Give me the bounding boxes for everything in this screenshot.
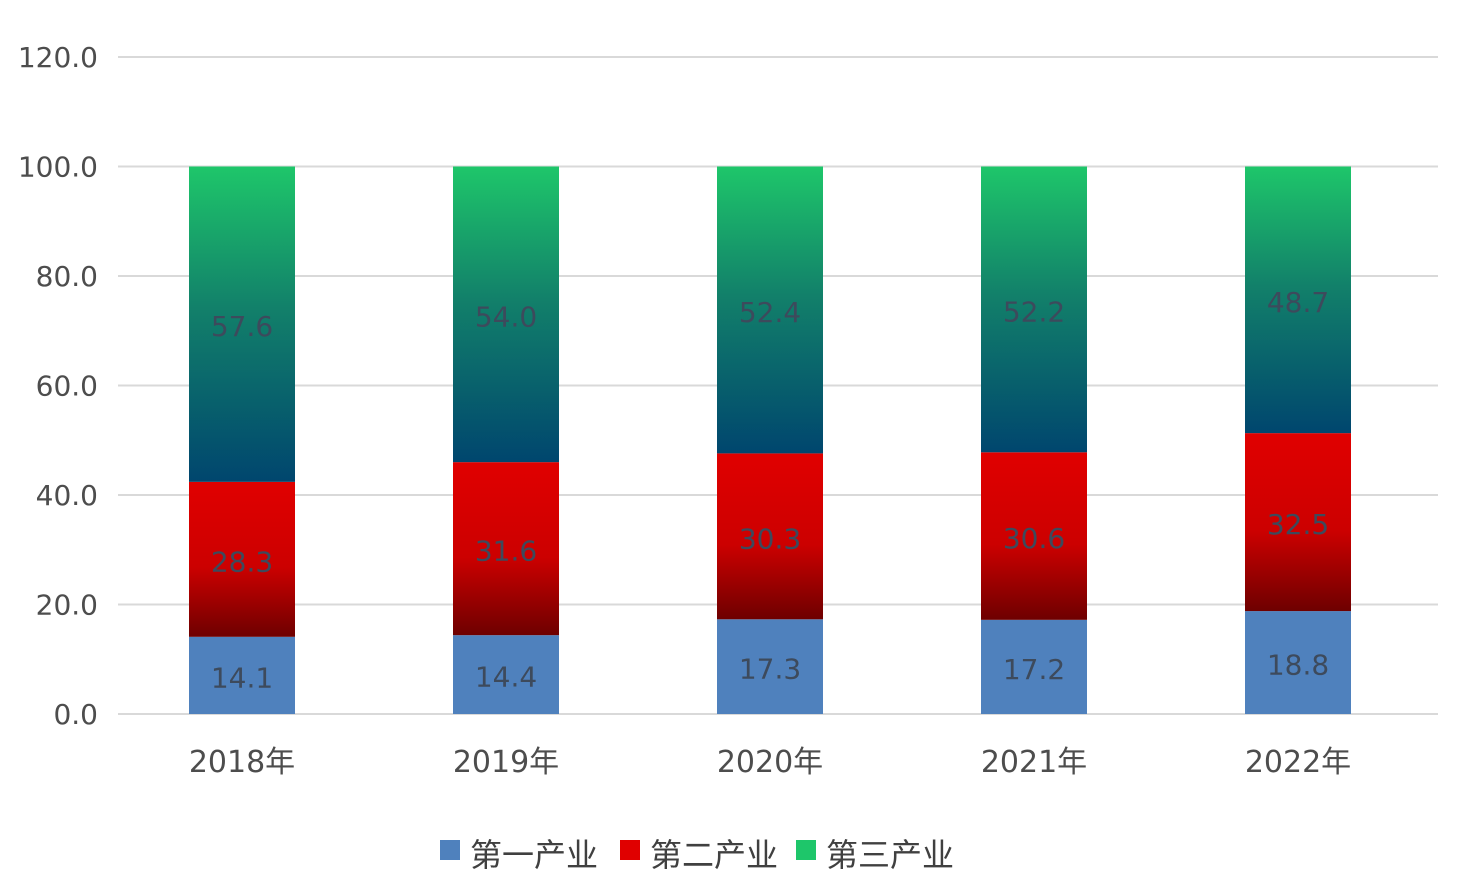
bar-segment: [717, 453, 823, 620]
y-tick-label: 100.0: [18, 151, 98, 184]
x-tick-label: 2022年: [1245, 745, 1351, 780]
data-label: 32.5: [1267, 508, 1329, 541]
data-label: 54.0: [475, 300, 537, 333]
y-tick-label: 80.0: [36, 260, 98, 293]
bar-segment: [1245, 611, 1351, 714]
legend-swatch: [796, 840, 816, 860]
bar-segment: [189, 636, 295, 714]
bar-segment: [1245, 433, 1351, 612]
bar-segment: [453, 166, 559, 463]
x-tick-label: 2020年: [717, 745, 823, 780]
data-label: 14.1: [211, 661, 273, 694]
data-label: 17.2: [1003, 653, 1065, 686]
y-tick-label: 60.0: [36, 370, 98, 403]
y-tick-label: 40.0: [36, 479, 98, 512]
bar-segment: [189, 481, 295, 637]
data-label: 57.6: [211, 310, 273, 343]
bar-segment: [1245, 166, 1351, 434]
y-tick-label: 120.0: [18, 41, 98, 74]
bar-segment: [981, 452, 1087, 620]
data-label: 28.3: [211, 545, 273, 578]
x-axis: 2018年 2019年 2020年 2021年 2022年: [189, 745, 1351, 780]
legend-label: 第三产业: [826, 836, 954, 874]
legend-swatch: [440, 840, 460, 860]
bars: [189, 166, 1351, 714]
legend: 第一产业 第二产业 第三产业: [440, 836, 954, 874]
data-label: 17.3: [739, 653, 801, 686]
bar-segment: [717, 166, 823, 454]
data-label: 52.2: [1003, 295, 1065, 328]
bar-segment: [453, 635, 559, 714]
bar-segment: [189, 166, 295, 482]
data-label: 31.6: [475, 535, 537, 568]
x-tick-label: 2018年: [189, 745, 295, 780]
data-label: 48.7: [1267, 286, 1329, 319]
data-label: 52.4: [739, 296, 801, 329]
bar-segment: [981, 166, 1087, 453]
bar-segment: [981, 619, 1087, 714]
bar-segment: [717, 619, 823, 714]
data-label: 30.3: [739, 522, 801, 555]
data-labels: 14.1 28.3 57.6 14.4 31.6 54.0 17.3 30.3 52.4 17.2…: [211, 286, 1329, 695]
x-tick-label: 2021年: [981, 745, 1087, 780]
y-tick-label: 20.0: [36, 589, 98, 622]
bar-segment: [453, 462, 559, 636]
y-axis: 0.0 20.0 40.0 60.0 80.0 100.0 120.0: [18, 41, 98, 731]
legend-swatch: [620, 840, 640, 860]
data-label: 30.6: [1003, 522, 1065, 555]
data-label: 18.8: [1267, 649, 1329, 682]
legend-label: 第二产业: [650, 836, 778, 874]
y-tick-label: 0.0: [53, 698, 98, 731]
data-label: 14.4: [475, 661, 537, 694]
legend-label: 第一产业: [470, 836, 598, 874]
x-tick-label: 2019年: [453, 745, 559, 780]
